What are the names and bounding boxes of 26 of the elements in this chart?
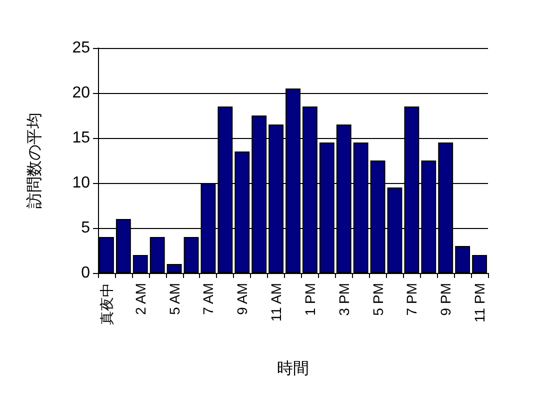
- x-tick-label: 7 AM: [200, 283, 216, 315]
- y-axis-title: 訪問数の平均: [26, 112, 44, 208]
- bar: [184, 237, 199, 273]
- x-axis-title: 時間: [277, 360, 309, 378]
- y-tick-label: 25: [72, 40, 90, 56]
- x-tick-label: 5 PM: [370, 283, 386, 316]
- x-tick-label: 1 PM: [302, 283, 318, 316]
- x-tick-label: 11 AM: [268, 283, 284, 322]
- x-tick-label: 7 PM: [404, 283, 420, 316]
- y-tick-label: 10: [72, 174, 90, 192]
- x-tick-label: 真夜中: [98, 283, 114, 325]
- bar: [166, 264, 182, 273]
- bar: [472, 255, 487, 273]
- y-tick-label: 15: [72, 130, 90, 146]
- x-tick-label: 3 PM: [336, 283, 352, 316]
- x-tick-label: 2 AM: [132, 283, 148, 315]
- x-tick-label: 5 AM: [166, 283, 182, 315]
- y-tick-label: 0: [81, 264, 90, 282]
- bar: [455, 246, 470, 273]
- bar: [132, 255, 148, 273]
- y-tick-label: 5: [81, 220, 90, 236]
- x-tick-label: 9 AM: [234, 283, 250, 315]
- y-tick-label: 20: [72, 84, 90, 102]
- bar: [150, 237, 165, 273]
- x-tick-label: 9 PM: [438, 283, 454, 316]
- x-tick-label: 11 PM: [472, 283, 488, 322]
